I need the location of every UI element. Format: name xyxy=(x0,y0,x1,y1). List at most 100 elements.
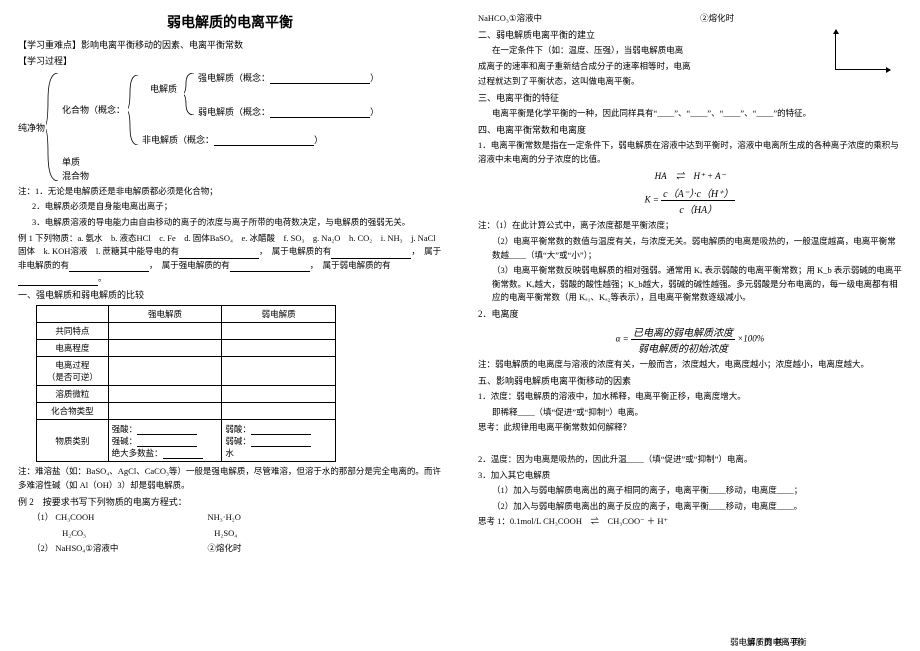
p5-2: 2．温度：因为电离是吸热的，因此升温____（填“促进”或“抑制”）电离。 xyxy=(478,453,902,467)
th-strong: 强电解质 xyxy=(108,306,222,323)
think1-text: 0.1mol/L CH₃COOH ⇌ CH₃COO⁻ ＋ H⁺ xyxy=(510,516,668,526)
row-common: 共同特点 xyxy=(37,323,336,340)
eq-K: K = c（A⁻）·c（H⁺）c（HA） xyxy=(478,185,902,216)
ex1-q5: 属于弱电解质的有 xyxy=(323,260,391,270)
K-eq: K = xyxy=(645,195,659,205)
th-blank xyxy=(37,306,109,323)
K-den: c（HA） xyxy=(661,201,735,216)
th-weak: 弱电解质 xyxy=(222,306,336,323)
eq-line: HA ⇌ H⁺ + A⁻ xyxy=(478,169,902,182)
p5-3: 3．加入其它电解质 xyxy=(478,469,902,483)
notes-label: 注： xyxy=(18,186,35,196)
alpha-note: 注：弱电解质的电离度与溶液的浓度有关，一般而言，浓度越大，电离度越小；浓度越小，… xyxy=(478,358,902,372)
think1: 思考 1：0.1mol/L CH₃COOH ⇌ CH₃COO⁻ ＋ H⁺ xyxy=(478,515,902,529)
ex2-1d: H₂SO₄ xyxy=(214,528,237,538)
alpha-note-label: 注： xyxy=(478,359,495,369)
row-degree: 电离程度 xyxy=(37,340,336,357)
knote2: （2）电离平衡常数的数值与温度有关，与浓度无关。弱电解质的电离是吸热的，一般温度… xyxy=(478,235,902,262)
ex2-1a: CH₃COOH xyxy=(55,511,205,525)
note-salts: 注：难溶盐（如：BaSO₄、AgCl、CaCO₃等）一般是强电解质，尽管难溶，但… xyxy=(18,465,442,492)
right-column: NaHCO₃①溶液中 ②熔化时 二、弱电解质电离平衡的建立 在一定条件下（如：温… xyxy=(460,0,920,651)
top-row: NaHCO₃①溶液中 ②熔化时 xyxy=(478,12,902,26)
p2c: 过程就达到了平衡状态，这叫做电离平衡。 xyxy=(478,75,902,89)
h2-3: 三、电离平衡的特征 xyxy=(478,91,902,105)
p5-1: 1．浓度：弱电解质的溶液中，加水稀释，电离平衡正移，电离度增大。 xyxy=(478,390,902,404)
ex2-1-label: （1） xyxy=(32,512,53,522)
note2-text: 难溶盐（如：BaSO₄、AgCl、CaCO₃等）一般是强电解质，尽管难溶，但溶于… xyxy=(18,466,441,490)
page: 弱电解质的电离平衡 【学习重难点】影响电离平衡移动的因素、电离平衡常数 【学习过… xyxy=(0,0,920,651)
note2: 2．电解质必须是自身能电离出离子； xyxy=(18,200,442,214)
alpha-num: 已电离的弱电解质浓度 xyxy=(631,324,735,340)
left-column: 弱电解质的电离平衡 【学习重难点】影响电离平衡移动的因素、电离平衡常数 【学习过… xyxy=(0,0,460,651)
note3: 3．电解质溶液的导电能力由自由移动的离子的浓度与离子所带的电荷数决定，与电解质的… xyxy=(18,216,442,230)
ex2-1c: H₂CO₃ xyxy=(62,527,212,541)
alpha-den: 弱电解质的初始浓度 xyxy=(631,340,735,355)
water: 水 xyxy=(225,447,332,459)
row-category: 物质类别 强酸： 强碱： 绝大多数盐： 弱酸： 弱碱： 水 xyxy=(37,420,336,462)
ex2-2a: NaHSO₄①溶液中 xyxy=(55,542,205,556)
strong-salt: 绝大多数盐： xyxy=(112,447,219,459)
nonelectrolyte: 非电解质（概念： xyxy=(142,135,214,145)
ex1-q2: 属于电解质的有 xyxy=(272,246,332,256)
notes: 注：1．无论是电解质还是非电解质都必须是化合物； xyxy=(18,185,442,199)
weak-acid: 弱酸： xyxy=(225,423,332,435)
knote3: （3）电离平衡常数反映弱电解质的相对强弱。通常用 Kₐ 表示弱酸的电离平衡常数；… xyxy=(478,264,902,305)
learning-points: 【学习重难点】影响电离平衡移动的因素、电离平衡常数 xyxy=(18,38,442,52)
element: 单质 xyxy=(62,155,80,168)
h2-4: 四、电离平衡常数和电离度 xyxy=(478,123,902,137)
ex2-2b: ②熔化时 xyxy=(208,543,242,553)
weak: 弱电解质（概念： xyxy=(198,107,270,117)
p3: 电离平衡是化学平衡的一种，因此同样具有“____”、“____”、“____”、… xyxy=(478,107,902,121)
text: 影响电离平衡移动的因素、电离平衡常数 xyxy=(81,40,243,50)
example1: 例 1 下列物质：a. 氨水 b. 液态HCl c. Fe d. 固体BaSO₄… xyxy=(18,232,442,286)
think1-label: 思考 1： xyxy=(478,516,510,526)
knote1: （1）在此计算公式中，离子浓度都是平衡浓度； xyxy=(495,220,674,230)
alpha-eq: α = 已电离的弱电解质浓度弱电解质的初始浓度 ×100% xyxy=(478,324,902,355)
compound: 化合物（概念： xyxy=(62,105,125,115)
ex2-2-label: （2） xyxy=(32,543,53,553)
top-b: ②熔化时 xyxy=(700,13,734,23)
label: 【学习重难点】 xyxy=(18,40,81,50)
ex1-q4: 属于强电解质的有 xyxy=(162,260,230,270)
note2-label: 注： xyxy=(18,466,35,476)
example2-label: 例 2 按要求书写下列物质的电离方程式： xyxy=(18,495,442,509)
row-process: 电离过程 （是否可逆） xyxy=(37,357,336,386)
ex1-label: 例 1 下列物质： xyxy=(18,233,78,243)
alpha-note-text: 弱电解质的电离度与溶液的浓度有关，一般而言，浓度越大，电离度越小；浓度越小，电离… xyxy=(495,359,869,369)
ex2-2: （2） NaHSO₄①溶液中 ②熔化时 xyxy=(18,542,442,556)
strong-acid: 强酸： xyxy=(112,423,219,435)
cat-label: 物质类别 xyxy=(37,420,109,462)
axis-icon xyxy=(835,30,895,75)
strong-base: 强碱： xyxy=(112,435,219,447)
root: 纯净物 xyxy=(18,121,45,134)
h2-5: 五、影响弱电解质电离平衡移动的因素 xyxy=(478,374,902,388)
K-num: c（A⁻）·c（H⁺） xyxy=(661,185,735,201)
ex2-1: （1） CH₃COOH NH₃·H₂O xyxy=(18,511,442,525)
concept-tree: 纯净物 化合物（概念： 电解质 强电解质（概念：） 弱电解质（概念：） 非电解质… xyxy=(20,73,442,181)
alpha-suffix: ×100% xyxy=(737,334,764,344)
top-a: NaHCO₃①溶液中 xyxy=(478,12,698,26)
comparison-table: 强电解质 弱电解质 共同特点 电离程度 电离过程 （是否可逆） 溶质微粒 化合物… xyxy=(36,305,336,462)
k-notes: 注：（1）在此计算公式中，离子浓度都是平衡浓度； xyxy=(478,219,902,233)
footer-page: 第 1 页 共 5 页 xyxy=(747,636,800,648)
weak-base: 弱碱： xyxy=(225,435,332,447)
p5-think: 思考：此规律用电离平衡常数如何解释？ xyxy=(478,421,902,435)
strong: 强电解质（概念： xyxy=(198,73,270,83)
k-notes-label: 注： xyxy=(478,220,495,230)
p5-3a: （1）加入与弱电解质电离出的离子相同的离子，电离平衡____移动，电离度____… xyxy=(478,484,902,498)
p4-2-label: 2．电离度 xyxy=(478,307,902,321)
row-particle: 溶质微粒 xyxy=(37,386,336,403)
ex2-1-row2: H₂CO₃ H₂SO₄ xyxy=(18,527,442,541)
alpha-sym: α = xyxy=(616,334,629,344)
p4-1: 1．电离平衡常数是指在一定条件下，弱电解质在溶液中达到平衡时，溶液中电离所生成的… xyxy=(478,139,902,166)
ex2-1b: NH₃·H₂O xyxy=(208,512,241,522)
electrolyte: 电解质 xyxy=(150,82,177,95)
p5-1b: 即稀释____（填“促进”或“抑制”）电离。 xyxy=(478,406,902,420)
table-header-row: 强电解质 弱电解质 xyxy=(37,306,336,323)
row-compoundtype: 化合物类型 xyxy=(37,403,336,420)
note1: 1．无论是电解质还是非电解质都必须是化合物； xyxy=(35,186,218,196)
p5-3b: （2）加入与弱电解质电离出的离子反应的离子，电离平衡____移动，电离度____… xyxy=(478,500,902,514)
section1-title: 一、强电解质和弱电解质的比较 xyxy=(18,288,442,302)
learning-process: 【学习过程】 xyxy=(18,54,442,68)
mixture: 混合物 xyxy=(62,169,89,182)
